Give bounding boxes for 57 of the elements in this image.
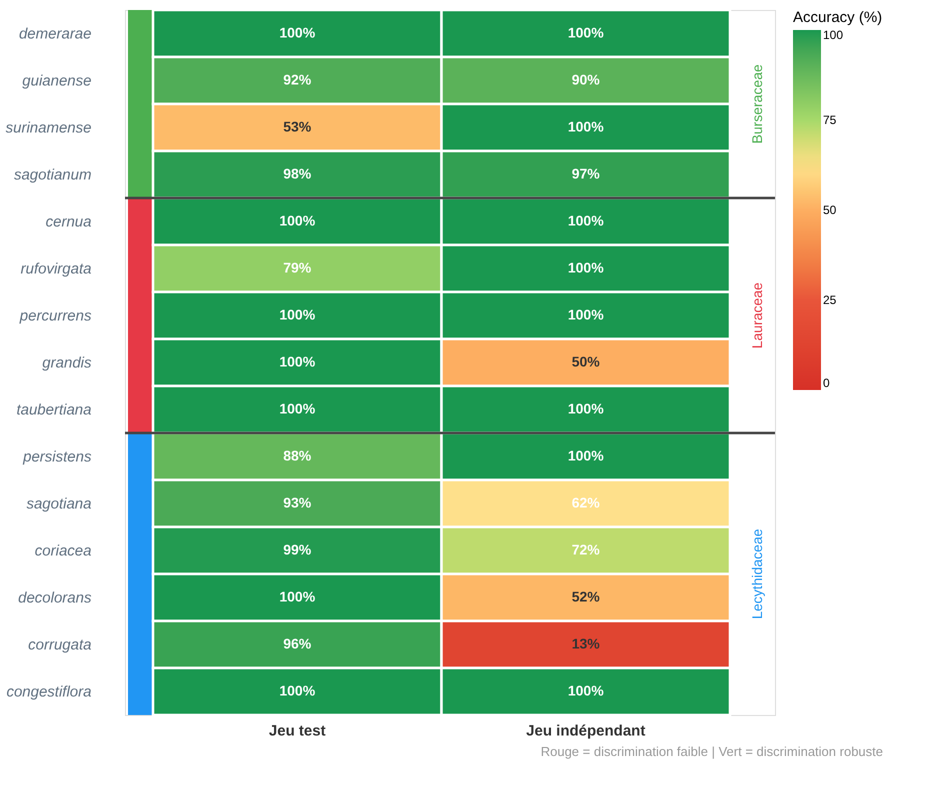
y-tick-label: sagotianum <box>14 166 92 184</box>
data-label: 98% <box>283 166 312 182</box>
data-label: 100% <box>568 306 604 322</box>
data-label: 100% <box>279 24 316 40</box>
data-label: 99% <box>283 542 312 558</box>
band-label: Lecythidaceae <box>749 528 765 620</box>
y-tick-label: taubertiana <box>16 402 92 418</box>
color-bar-title: Accuracy (%) <box>793 9 882 26</box>
data-label: 100% <box>279 400 316 416</box>
data-label: 100% <box>279 354 316 370</box>
color-bar-label: 75 <box>823 113 837 127</box>
data-label: 100% <box>279 588 316 604</box>
data-label: 72% <box>572 542 600 558</box>
band-label: Burseraceae <box>749 64 765 144</box>
y-tick-label: demerarae <box>18 26 92 42</box>
y-tick-label: cernua <box>46 214 92 230</box>
data-label: 100% <box>279 306 316 322</box>
y-tick-label: percurrens <box>18 308 92 324</box>
y-tick-label: congestiflora <box>6 684 92 700</box>
color-bar-label: 25 <box>823 293 837 307</box>
data-label: 50% <box>572 354 600 370</box>
data-label: 100% <box>568 400 604 416</box>
data-label: 52% <box>572 588 600 604</box>
data-label: 100% <box>568 682 604 698</box>
data-label: 96% <box>283 636 312 652</box>
x-tick-label: Jeu indépendant <box>526 722 646 740</box>
y-tick-label: guianense <box>22 72 92 90</box>
data-label: 97% <box>572 166 600 182</box>
data-label: 92% <box>283 72 312 88</box>
text: Rouge = discrimination faible | Vert = discrimination robuste <box>540 744 883 759</box>
y-tick-label: rufovirgata <box>20 260 92 278</box>
data-label: 100% <box>568 24 604 40</box>
color-bar-label: 50 <box>823 203 837 217</box>
data-label: 100% <box>568 118 604 134</box>
data-label: 88% <box>283 448 312 464</box>
y-tick-label: grandis <box>42 354 92 372</box>
data-label: 53% <box>283 118 312 134</box>
y-tick-label: coriacea <box>34 542 92 560</box>
color-bar-label: 100 <box>823 28 844 42</box>
y-tick-label: corrugata <box>28 636 92 654</box>
data-label: 100% <box>568 260 604 276</box>
data-label: 100% <box>279 212 316 228</box>
y-tick-label: sagotiana <box>26 496 92 512</box>
band-label: Lauraceae <box>749 282 765 349</box>
color-bar-label: 0 <box>823 376 830 390</box>
y-tick-label: decolorans <box>18 590 92 606</box>
y-tick-label: surinamense <box>6 120 92 136</box>
data-label: 100% <box>568 212 604 228</box>
data-label: 62% <box>572 494 600 510</box>
data-label: 100% <box>279 682 316 698</box>
data-label: 79% <box>283 260 312 276</box>
data-label: 93% <box>283 494 312 510</box>
data-label: 100% <box>568 448 604 464</box>
x-tick-label: Jeu test <box>268 722 326 740</box>
data-label: 13% <box>572 636 600 652</box>
y-tick-label: persistens <box>22 448 92 466</box>
data-label: 90% <box>572 72 600 88</box>
